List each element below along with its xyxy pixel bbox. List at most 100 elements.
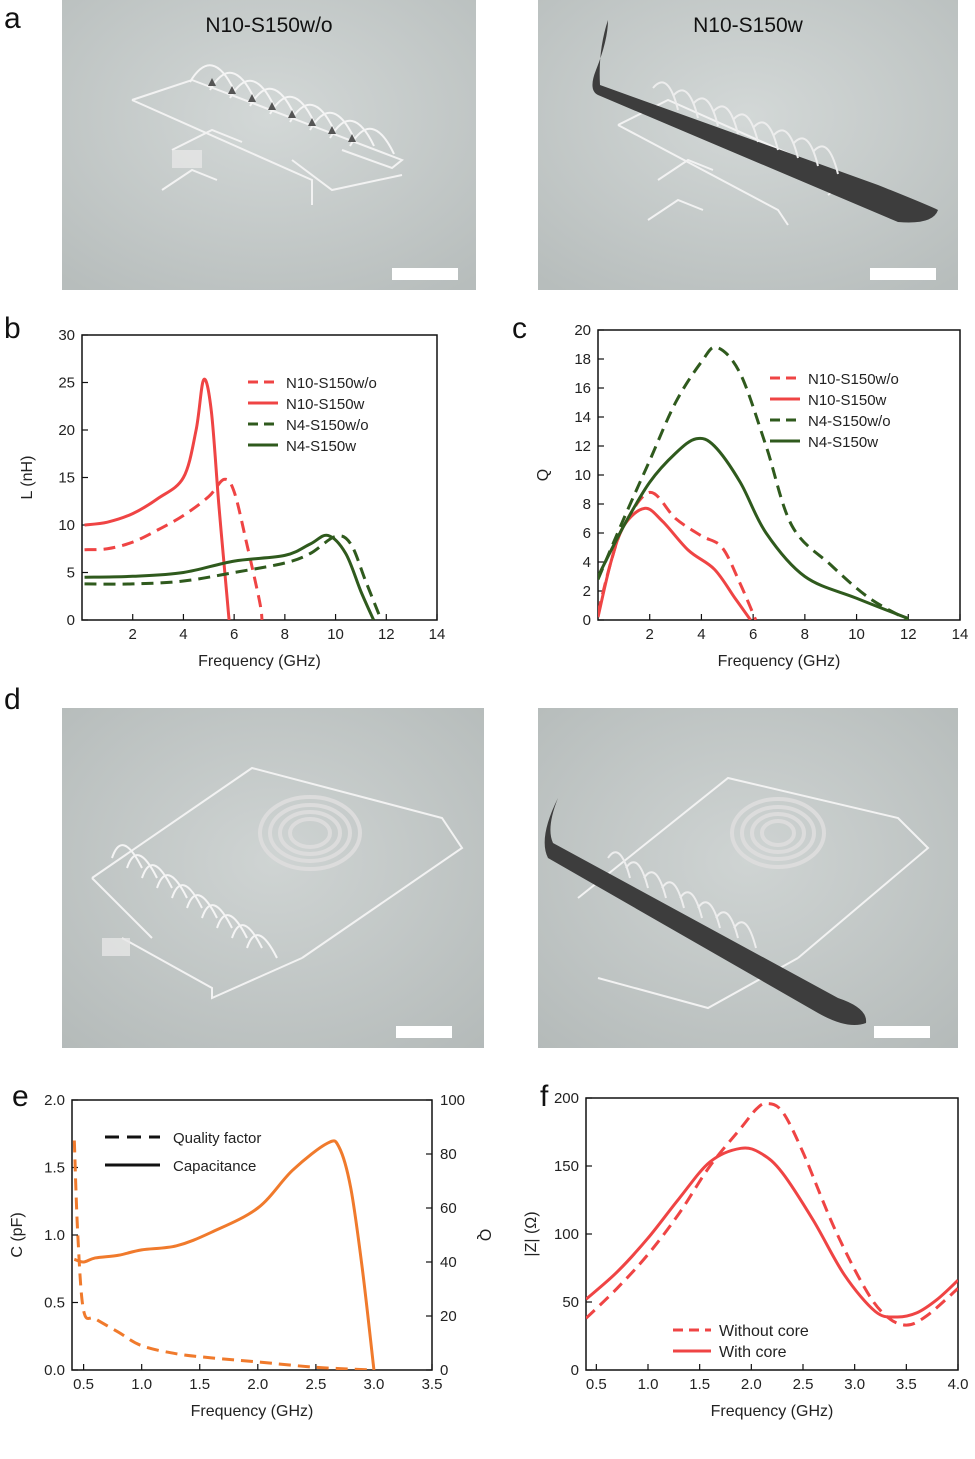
series-line-quality-factor [72, 1140, 375, 1370]
y-tick-label: 0.5 [44, 1295, 65, 1312]
y-tick-label: 12 [574, 438, 591, 455]
y2-tick-label: 100 [440, 1092, 465, 1109]
series-line-n4-s150w-o [84, 534, 383, 620]
x-tick-label: 14 [952, 626, 969, 643]
scale-bar [870, 268, 936, 280]
sem-image-lc-without-core [62, 708, 484, 1048]
legend-label: Capacitance [173, 1158, 256, 1175]
y-axis-label: C (pF) [9, 1212, 26, 1257]
legend-label: N4-S150w/o [808, 413, 891, 430]
y2-tick-label: 60 [440, 1200, 457, 1217]
y-tick-label: 1.0 [44, 1227, 65, 1244]
scale-bar [396, 1026, 452, 1038]
x-axis-label: Frequency (GHz) [718, 653, 841, 670]
panel-letter-f: f [540, 1080, 549, 1113]
x-tick-label: 0.5 [586, 1376, 607, 1393]
sem-micrograph [538, 708, 958, 1048]
x-tick-label: 1.5 [189, 1376, 210, 1393]
x-tick-label: 10 [327, 626, 344, 643]
legend-label: N10-S150w/o [286, 375, 377, 392]
panel-letter-c: c [512, 312, 527, 345]
x-tick-label: 4 [697, 626, 705, 643]
y-axis-label: L (nH) [19, 456, 36, 500]
y-tick-label: 10 [58, 517, 75, 534]
x-tick-label: 0.5 [73, 1376, 94, 1393]
y-tick-label: 14 [574, 409, 591, 426]
y-tick-label: 16 [574, 380, 591, 397]
scale-bar [874, 1026, 930, 1038]
sem-title-n10-with-core: N10-S150w [693, 14, 803, 37]
series-line-capacitance [73, 1139, 376, 1370]
x-tick-label: 2 [129, 626, 137, 643]
x-tick-label: 2.5 [793, 1376, 814, 1393]
y-tick-label: 30 [58, 327, 75, 344]
y-tick-label: 25 [58, 375, 75, 392]
y-axis-label: |Z| (Ω) [523, 1211, 540, 1256]
series-line-with-core [586, 1146, 958, 1319]
x-tick-label: 6 [230, 626, 238, 643]
x-axis-label: Frequency (GHz) [711, 1403, 834, 1420]
y-tick-label: 0.0 [44, 1362, 65, 1379]
y-tick-label: 2 [583, 583, 591, 600]
legend-label: N10-S150w/o [808, 371, 899, 388]
sem-micrograph [538, 0, 958, 290]
series-line-without-core [586, 1101, 958, 1327]
y-tick-label: 10 [574, 467, 591, 484]
y-tick-label: 200 [554, 1090, 579, 1107]
x-tick-label: 3.5 [422, 1376, 443, 1393]
x-tick-label: 2.0 [741, 1376, 762, 1393]
x-tick-label: 4.0 [948, 1376, 969, 1393]
y-tick-label: 2.0 [44, 1092, 65, 1109]
y-tick-label: 5 [67, 565, 75, 582]
y-tick-label: 15 [58, 470, 75, 487]
x-axis-label: Frequency (GHz) [191, 1403, 314, 1420]
y-tick-label: 0 [571, 1362, 579, 1379]
y2-tick-label: 80 [440, 1146, 457, 1163]
series-line-n10-s150w [84, 377, 231, 620]
y-tick-label: 4 [583, 554, 591, 571]
y-axis-label: Q [535, 469, 552, 481]
legend-label: Without core [719, 1323, 809, 1340]
y2-axis-label: Q [476, 1229, 493, 1241]
x-tick-label: 2 [646, 626, 654, 643]
series-line-n10-s150w [598, 506, 752, 620]
y-tick-label: 6 [583, 525, 591, 542]
sem-micrograph [62, 708, 484, 1048]
y-tick-label: 0 [67, 612, 75, 629]
series-line-n4-s150w [84, 533, 375, 620]
x-axis-label: Frequency (GHz) [198, 653, 321, 670]
x-tick-label: 14 [429, 626, 446, 643]
legend-label: With core [719, 1344, 787, 1361]
panel-letter-a: a [4, 2, 21, 35]
legend-label: N4-S150w [286, 438, 356, 455]
y-tick-label: 150 [554, 1158, 579, 1175]
legend-label: N4-S150w/o [286, 417, 369, 434]
y-tick-label: 20 [58, 422, 75, 439]
x-tick-label: 2.5 [305, 1376, 326, 1393]
y-tick-label: 50 [562, 1294, 579, 1311]
x-tick-label: 1.0 [638, 1376, 659, 1393]
panel-letter-d: d [4, 683, 21, 716]
panel-letter-e: e [12, 1080, 29, 1113]
x-tick-label: 12 [378, 626, 395, 643]
y-tick-label: 18 [574, 351, 591, 368]
y2-tick-label: 0 [440, 1362, 448, 1379]
sem-image-lc-with-core [538, 708, 958, 1048]
legend-label: N10-S150w [286, 396, 365, 413]
x-tick-label: 3.5 [896, 1376, 917, 1393]
y-tick-label: 1.5 [44, 1160, 65, 1177]
x-tick-label: 10 [848, 626, 865, 643]
x-tick-label: 8 [801, 626, 809, 643]
series-line-n10-s150w-o [84, 477, 264, 620]
scale-bar [392, 268, 458, 280]
x-tick-label: 8 [281, 626, 289, 643]
sem-image-n10-with-core: N10-S150w [538, 0, 958, 290]
x-tick-label: 12 [900, 626, 917, 643]
x-tick-label: 6 [749, 626, 757, 643]
series-line-n4-s150w [598, 436, 909, 620]
x-tick-label: 3.0 [364, 1376, 385, 1393]
x-tick-label: 2.0 [247, 1376, 268, 1393]
